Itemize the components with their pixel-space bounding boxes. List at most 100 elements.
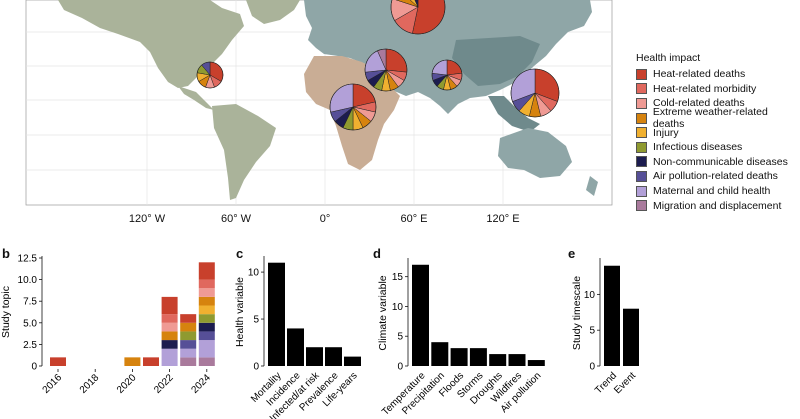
bar	[469, 348, 487, 366]
health-impact-pies	[196, 0, 560, 131]
bar-segment-maternal	[161, 348, 178, 366]
legend-item: Air pollution-related deaths	[636, 169, 800, 184]
bar-segment-extreme_weather	[124, 357, 141, 366]
bar	[450, 348, 468, 366]
bar	[604, 265, 620, 366]
bar	[508, 354, 526, 366]
y-tick-label: 0	[589, 362, 595, 373]
legend-item: Migration and displacement	[636, 198, 800, 213]
legend-label: Maternal and child health	[653, 185, 771, 198]
y-tick-label: 10	[584, 290, 596, 301]
y-tick-label: 2.5	[23, 340, 37, 351]
greenland-shape	[246, 0, 300, 24]
legend-item: Cold-related deaths	[636, 96, 800, 111]
bar-segment-maternal	[180, 348, 197, 358]
bar-segment-air_pollution	[180, 340, 197, 349]
y-tick-label: 0	[253, 362, 259, 373]
pie-slice-injury	[409, 0, 419, 8]
china-shape	[452, 36, 540, 86]
bar-segment-migration	[198, 357, 215, 366]
map-legend: Health impact Heat-related deaths Heat-re…	[636, 52, 800, 213]
y-tick-label: 0	[397, 362, 403, 373]
pie-slice-extreme_weather	[395, 0, 419, 8]
legend-swatch	[636, 185, 647, 197]
legend-swatch	[636, 97, 647, 109]
legend-swatch	[636, 83, 647, 95]
y-axis-label: Study topic	[0, 286, 12, 338]
bar-segment-extreme_weather	[198, 296, 215, 306]
legend-item: Injury	[636, 125, 800, 140]
y-axis-label: Health variable	[234, 277, 246, 347]
legend-label: Injury	[653, 126, 679, 139]
legend-swatch	[636, 156, 647, 168]
bar	[623, 308, 639, 366]
bar-segment-extreme_weather	[161, 331, 178, 341]
legend-label: Cold-related deaths	[653, 97, 745, 110]
y-tick-label: 7.5	[23, 297, 37, 308]
bar-segment-infectious	[180, 331, 197, 341]
bar	[489, 354, 507, 366]
chart-b: 0 2.5 5.0 7.5 10.0 12.5 Study topic 2016 2018 202…	[0, 254, 215, 396]
y-tick-label: 0	[31, 362, 37, 373]
legend-item: Maternal and child health	[636, 184, 800, 199]
pie-outline	[510, 68, 560, 118]
bar	[431, 342, 449, 366]
bar	[306, 347, 323, 366]
y-tick-label: 10	[392, 302, 404, 313]
bar-segment-heat_morbidity	[198, 279, 215, 289]
legend-title: Health impact	[636, 52, 701, 64]
lon-label-120w: 120° W	[128, 213, 166, 225]
pie-middle-east	[364, 48, 408, 92]
legend-swatch	[636, 141, 647, 153]
legend-item: Infectious diseases	[636, 140, 800, 155]
legend-swatch	[636, 127, 647, 139]
world-map	[25, 0, 613, 206]
legend-label: Non-communicable diseases	[653, 155, 788, 168]
southeast-asia-shape	[488, 96, 540, 132]
x-tick-label: Event	[612, 370, 638, 396]
legend-label: Extreme weather-related deaths	[652, 106, 768, 131]
bar-segment-cold_deaths	[198, 288, 215, 297]
pie-europe	[390, 0, 446, 35]
y-tick-label: 5	[589, 326, 595, 337]
lon-label-60w: 60° W	[220, 213, 252, 225]
y-axis-label: Climate variable	[377, 275, 389, 350]
bar	[412, 264, 429, 366]
pie-south-asia	[431, 59, 463, 91]
panel-letter-b: b	[2, 246, 10, 261]
bar-segment-ncd	[161, 340, 178, 349]
legend-label: Air pollution-related deaths	[653, 170, 778, 183]
bar-segment-air_pollution	[198, 331, 215, 341]
bar	[527, 360, 545, 366]
x-tick-label: 2016	[41, 372, 65, 396]
bar-segment-migration	[180, 357, 197, 366]
panel-letter-e: e	[568, 246, 576, 261]
legend-label: Infectious diseases	[653, 141, 743, 154]
legend-item: Heat-related morbidity	[636, 82, 800, 97]
bar-segment-heat_deaths	[50, 357, 66, 366]
y-tick-label: 12.5	[18, 254, 38, 265]
x-tick-label: 2022	[152, 372, 176, 396]
y-tick-label: 10	[248, 268, 260, 279]
eurasia-shape	[304, 0, 592, 114]
bar	[287, 328, 304, 366]
y-tick-label: 15	[392, 272, 404, 283]
pie-outline	[196, 61, 224, 89]
lon-label-60e: 60° E	[400, 213, 428, 225]
bar-segment-heat_deaths	[143, 357, 159, 366]
bar-segment-heat_morbidity	[161, 314, 178, 323]
bar-segment-ncd	[198, 322, 215, 332]
pie-outline	[390, 0, 446, 35]
x-tick-label: 2018	[78, 372, 102, 396]
bar	[268, 262, 285, 366]
legend-swatch	[636, 112, 647, 124]
panel-letter-c: c	[236, 246, 244, 261]
y-tick-label: 5	[397, 332, 403, 343]
bar-segment-maternal	[198, 340, 215, 358]
bar-segment-injury	[198, 305, 215, 315]
bar	[325, 347, 342, 366]
bar-segment-heat_deaths	[198, 262, 215, 280]
lon-label-120e: 120° E	[486, 213, 520, 225]
